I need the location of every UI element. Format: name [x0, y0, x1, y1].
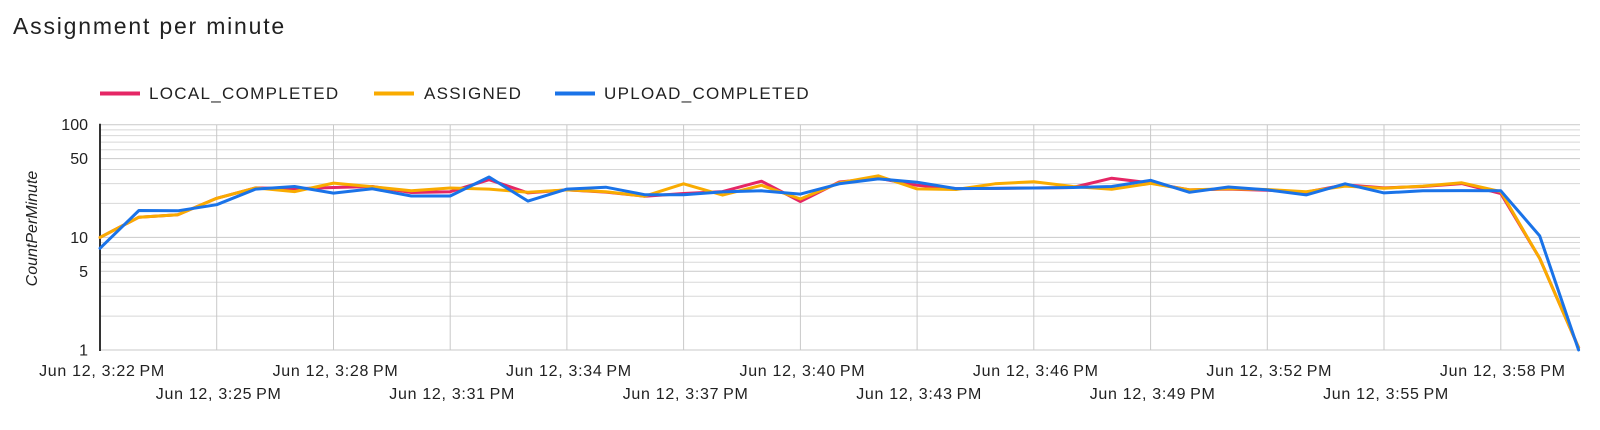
svg-text:Jun 12, 3:28 PM: Jun 12, 3:28 PM — [273, 363, 399, 380]
svg-text:100: 100 — [61, 117, 88, 134]
svg-text:Jun 12, 3:40 PM: Jun 12, 3:40 PM — [740, 363, 866, 380]
svg-text:Jun 12, 3:25 PM: Jun 12, 3:25 PM — [156, 386, 282, 403]
svg-text:Jun 12, 3:49 PM: Jun 12, 3:49 PM — [1090, 386, 1216, 403]
svg-text:Jun 12, 3:58 PM: Jun 12, 3:58 PM — [1440, 363, 1566, 380]
svg-text:Jun 12, 3:34 PM: Jun 12, 3:34 PM — [506, 363, 632, 380]
svg-text:Jun 12, 3:22 PM: Jun 12, 3:22 PM — [39, 363, 165, 380]
svg-text:5: 5 — [79, 264, 88, 281]
svg-text:Jun 12, 3:52 PM: Jun 12, 3:52 PM — [1206, 363, 1332, 380]
svg-text:ASSIGNED: ASSIGNED — [424, 84, 522, 103]
svg-text:Jun 12, 3:46 PM: Jun 12, 3:46 PM — [973, 363, 1099, 380]
svg-text:Assignment per minute: Assignment per minute — [13, 13, 286, 39]
svg-text:10: 10 — [70, 230, 88, 247]
svg-text:LOCAL_COMPLETED: LOCAL_COMPLETED — [149, 84, 340, 103]
svg-text:Jun 12, 3:37 PM: Jun 12, 3:37 PM — [623, 386, 749, 403]
svg-text:CountPerMinute: CountPerMinute — [24, 171, 41, 287]
svg-text:50: 50 — [70, 151, 88, 168]
svg-text:Jun 12, 3:55 PM: Jun 12, 3:55 PM — [1323, 386, 1449, 403]
svg-text:UPLOAD_COMPLETED: UPLOAD_COMPLETED — [604, 84, 810, 103]
svg-text:Jun 12, 3:43 PM: Jun 12, 3:43 PM — [856, 386, 982, 403]
svg-text:1: 1 — [79, 343, 88, 360]
svg-text:Jun 12, 3:31 PM: Jun 12, 3:31 PM — [389, 386, 515, 403]
